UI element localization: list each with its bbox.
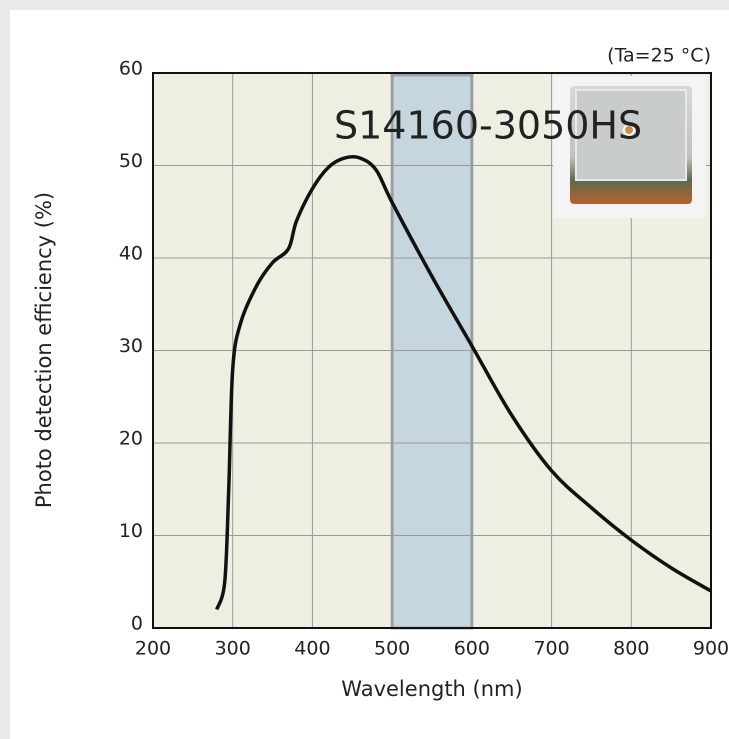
y-tick-label: 20 <box>119 428 143 450</box>
x-tick-label: 600 <box>454 638 490 660</box>
y-tick-label: 10 <box>119 520 143 542</box>
x-tick-label: 300 <box>215 638 251 660</box>
x-tick-label: 900 <box>693 638 729 660</box>
y-tick-label: 30 <box>119 335 143 357</box>
y-tick-label: 60 <box>119 58 143 80</box>
y-tick-label: 0 <box>131 613 143 635</box>
y-tick-label: 50 <box>119 150 143 172</box>
x-axis-label: Wavelength (nm) <box>341 677 522 701</box>
x-tick-label: 200 <box>135 638 171 660</box>
x-tick-label: 700 <box>533 638 569 660</box>
y-tick-label: 40 <box>119 243 143 265</box>
plot-frame <box>152 72 712 629</box>
shaded-band <box>390 73 474 630</box>
x-tick-label: 400 <box>294 638 330 660</box>
x-tick-label: 800 <box>613 638 649 660</box>
product-label: S14160-3050HS <box>334 104 642 148</box>
x-tick-label: 500 <box>374 638 410 660</box>
y-axis-label: Photo detection efficiency (%) <box>32 192 56 508</box>
condition-note: (Ta=25 °C) <box>607 45 711 67</box>
pde-curve <box>215 155 712 611</box>
sensor-photo <box>553 76 706 218</box>
